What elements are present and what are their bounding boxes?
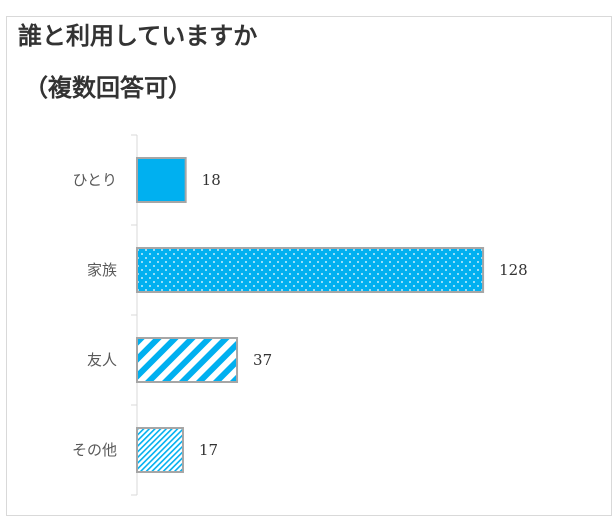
bars	[136, 157, 485, 473]
bar-1	[136, 157, 187, 203]
chart-subtitle: （複数回答可）	[24, 74, 192, 102]
category-label: 家族	[87, 261, 117, 279]
category-label: その他	[72, 441, 117, 459]
data-label: 18	[202, 171, 221, 189]
bar-2	[136, 247, 485, 293]
category-label: ひとり	[72, 171, 117, 189]
labels: ひとり 18 家族 128 友人 37 その他 17	[72, 171, 528, 459]
data-label: 37	[253, 351, 272, 369]
data-label: 128	[499, 261, 528, 279]
data-label: 17	[199, 441, 218, 459]
category-label: 友人	[87, 351, 117, 369]
chart-title: 誰と利用していますか	[18, 22, 258, 50]
bar-3	[136, 337, 239, 383]
bar-4	[136, 427, 184, 473]
